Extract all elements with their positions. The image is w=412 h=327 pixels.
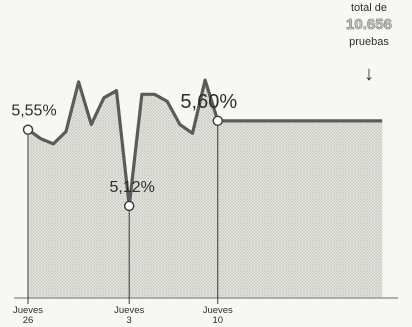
down-arrow-icon: ↓: [364, 63, 374, 85]
series-line: [27, 78, 383, 208]
plot-area: [14, 78, 398, 304]
annotation-total: 10.656: [346, 16, 392, 33]
point-marker-2: [212, 115, 223, 127]
point-label-1: 5,12%: [110, 179, 155, 196]
x-tick-day-1: 3: [127, 315, 132, 326]
annotation-line1: total de: [351, 2, 387, 14]
annotation-line3: pruebas: [349, 36, 389, 48]
point-marker-0: [22, 124, 34, 135]
x-tick-label-0: Jueves: [13, 305, 43, 316]
point-marker-1: [123, 200, 135, 212]
x-tick-label-1: Jueves: [114, 305, 144, 316]
series-area: [28, 80, 383, 298]
point-label-2: 5,60%: [180, 91, 237, 113]
point-label-0: 5,55%: [11, 103, 56, 120]
x-tick-day-0: 26: [23, 315, 34, 326]
point-labels: 5,55% 5,12% 5,60%: [11, 91, 237, 196]
x-tick-label-2: Jueves: [203, 305, 233, 316]
x-tick-day-2: 10: [212, 315, 223, 326]
total-tests-annotation: total de 10.656 pruebas ↓: [346, 2, 392, 85]
